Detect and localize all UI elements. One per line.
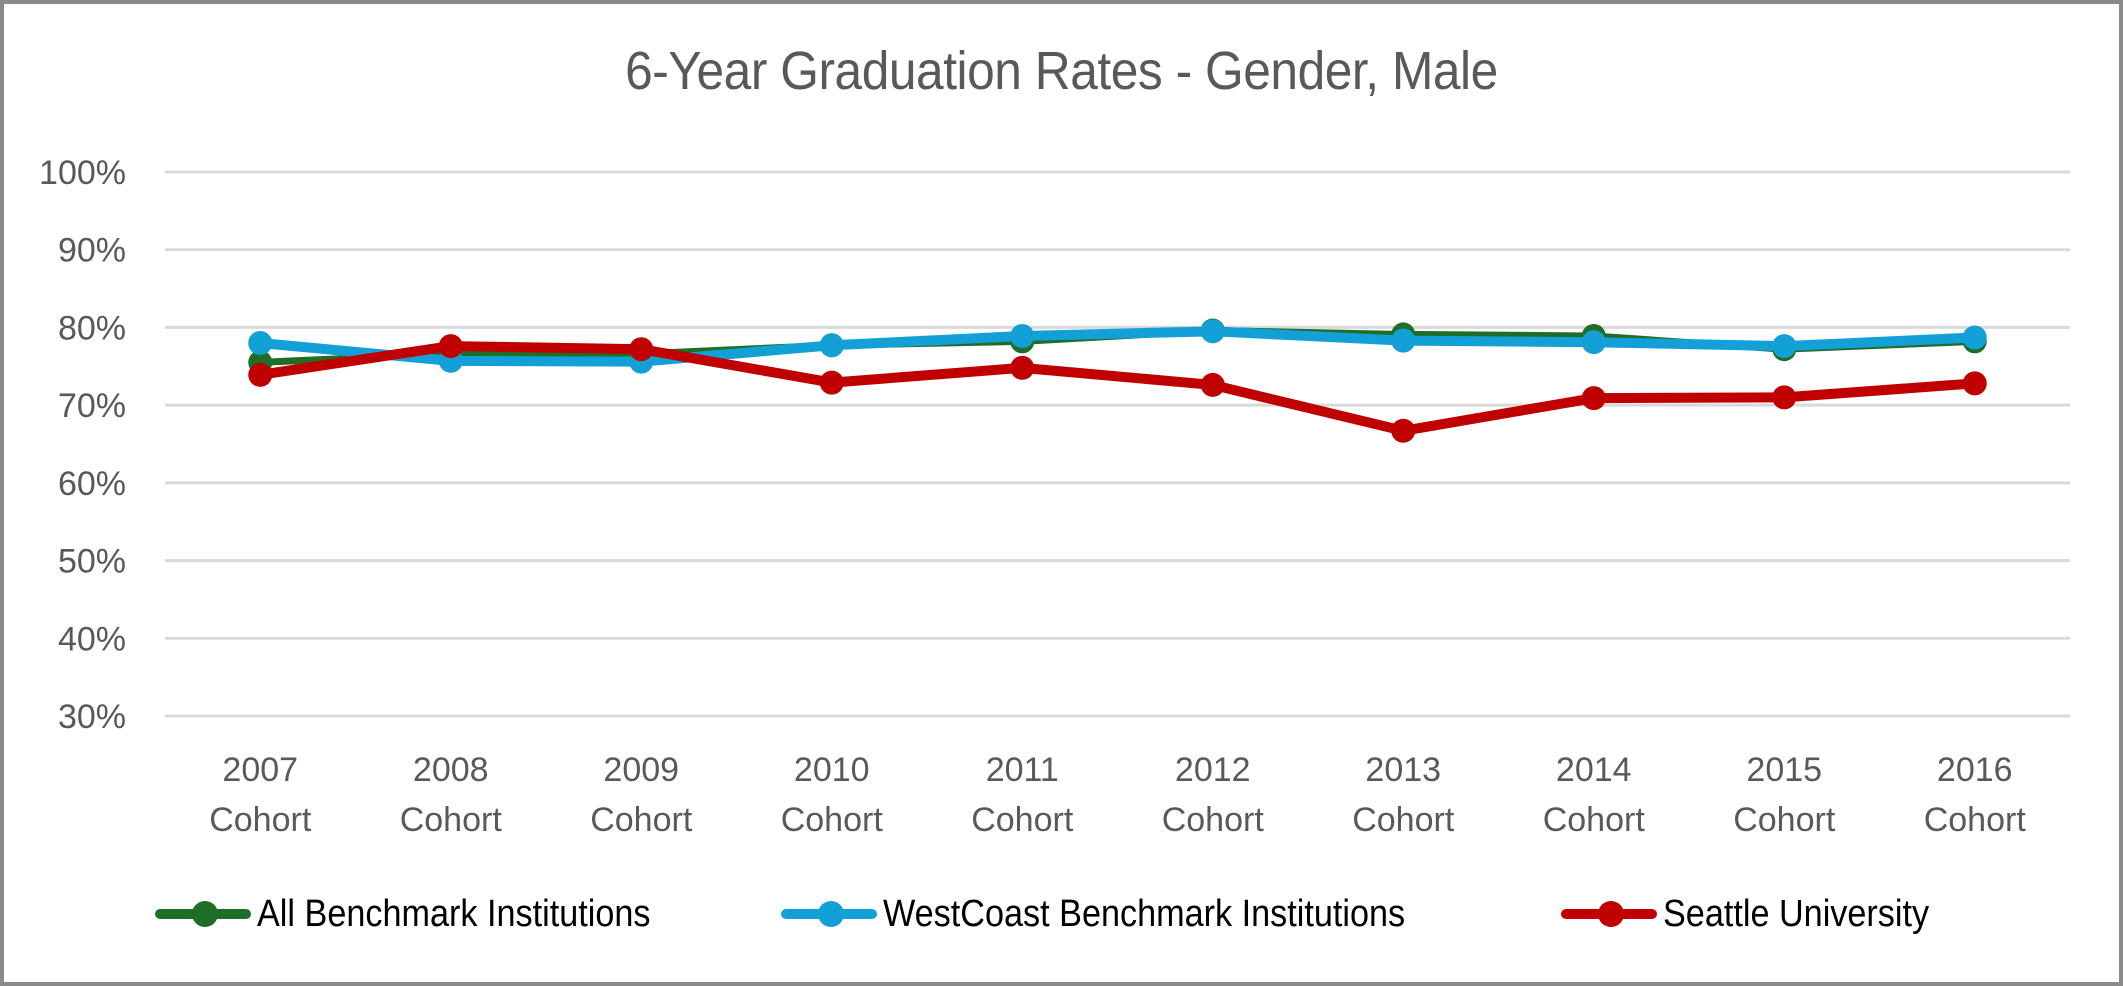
legend-label: WestCoast Benchmark Institutions — [883, 892, 1406, 935]
x-tick-label-year: 2011 — [986, 751, 1059, 789]
y-tick-label: 60% — [58, 465, 126, 503]
y-tick-label: 70% — [58, 387, 126, 425]
x-tick-label-year: 2008 — [413, 751, 489, 789]
x-tick-label-year: 2014 — [1556, 751, 1632, 789]
data-point — [1010, 355, 1035, 380]
legend-marker-icon — [1561, 886, 1657, 942]
series-group — [248, 318, 1987, 443]
x-tick-label-year: 2009 — [603, 751, 679, 789]
data-point — [1010, 323, 1035, 348]
x-tick-label-cohort: Cohort — [1352, 801, 1455, 839]
data-point — [1962, 325, 1987, 350]
legend-item-all-benchmark[interactable]: All Benchmark Institutions — [155, 886, 694, 942]
x-tick-label-cohort: Cohort — [209, 801, 312, 839]
x-tick-label-cohort: Cohort — [1733, 801, 1836, 839]
data-point — [819, 333, 844, 358]
y-tick-label: 100% — [39, 154, 126, 192]
legend: All Benchmark Institutions WestCoast Ben… — [0, 886, 2123, 942]
y-axis-ticks: 30% 40% 50% 60% 70% 80% 90% 100% — [39, 154, 126, 736]
data-point — [629, 337, 654, 362]
chart-title: 6-Year Graduation Rates - Gender, Male — [625, 41, 1498, 101]
data-point — [819, 370, 844, 395]
legend-label: Seattle University — [1663, 892, 1930, 935]
y-tick-label: 80% — [58, 309, 126, 347]
series-line — [255, 326, 1980, 367]
legend-label: All Benchmark Institutions — [257, 892, 651, 935]
x-tick-label-cohort: Cohort — [400, 801, 503, 839]
data-point — [248, 362, 273, 387]
x-tick-label-cohort: Cohort — [590, 801, 693, 839]
data-point — [248, 330, 273, 355]
x-tick-label-year: 2010 — [794, 751, 870, 789]
data-point — [1200, 319, 1225, 344]
data-point — [1581, 386, 1606, 411]
x-tick-label-cohort: Cohort — [1543, 801, 1646, 839]
x-tick-label-year: 2015 — [1746, 751, 1822, 789]
legend-marker-icon — [781, 886, 877, 942]
x-tick-label-cohort: Cohort — [1162, 801, 1265, 839]
data-point — [1772, 385, 1797, 410]
data-point — [1581, 330, 1606, 355]
legend-item-westcoast-benchmark[interactable]: WestCoast Benchmark Institutions — [781, 886, 1463, 942]
data-point — [1391, 418, 1416, 443]
series-seattle-university — [248, 334, 1987, 443]
data-point — [1772, 334, 1797, 359]
data-point — [438, 334, 463, 359]
x-axis-ticks: 2007 Cohort 2008 Cohort 2009 Cohort 2010 Cohort… — [209, 751, 2026, 839]
data-point — [1391, 328, 1416, 353]
data-point — [1962, 371, 1987, 396]
x-tick-label-year: 2012 — [1175, 751, 1251, 789]
x-tick-label-year: 2013 — [1365, 751, 1441, 789]
x-tick-label-cohort: Cohort — [781, 801, 884, 839]
x-tick-label-year: 2016 — [1937, 751, 2013, 789]
series-line — [255, 341, 1980, 436]
legend-marker-icon — [155, 886, 251, 942]
y-tick-label: 50% — [58, 543, 126, 581]
x-tick-label-cohort: Cohort — [1924, 801, 2027, 839]
y-tick-label: 40% — [58, 620, 126, 658]
y-tick-label: 30% — [58, 698, 126, 736]
legend-item-seattle-university[interactable]: Seattle University — [1561, 886, 1959, 942]
x-tick-label-cohort: Cohort — [971, 801, 1074, 839]
y-tick-label: 90% — [58, 232, 126, 270]
x-tick-label-year: 2007 — [222, 751, 298, 789]
gridlines — [165, 170, 2070, 718]
data-point — [1200, 372, 1225, 397]
